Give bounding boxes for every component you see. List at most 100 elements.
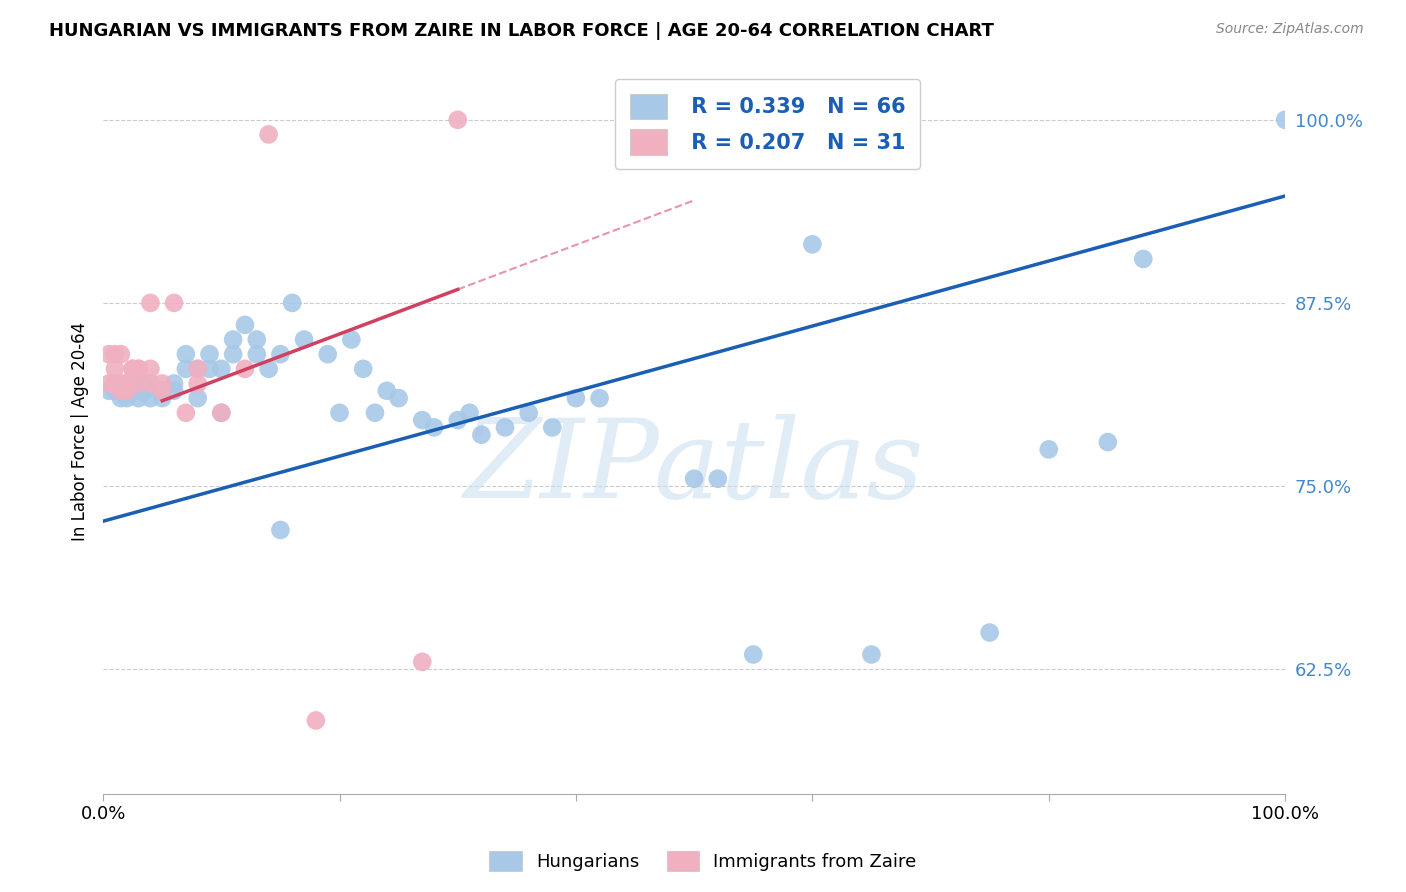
Point <box>375 384 398 398</box>
Point <box>174 406 197 420</box>
Point <box>541 420 564 434</box>
Point <box>979 625 1001 640</box>
Point <box>209 406 232 420</box>
Point <box>860 648 883 662</box>
Legend: Hungarians, Immigrants from Zaire: Hungarians, Immigrants from Zaire <box>482 844 924 879</box>
Point <box>128 376 150 391</box>
Point <box>222 333 245 347</box>
Point <box>257 128 280 142</box>
Point <box>269 523 291 537</box>
Point <box>222 347 245 361</box>
Point <box>139 376 162 391</box>
Point <box>801 237 824 252</box>
Point <box>187 376 209 391</box>
Point <box>128 376 150 391</box>
Point <box>134 384 156 398</box>
Point <box>447 112 470 127</box>
Point <box>187 361 209 376</box>
Point <box>198 361 221 376</box>
Point <box>565 391 588 405</box>
Point <box>110 376 132 391</box>
Point <box>104 376 127 391</box>
Point <box>388 391 411 405</box>
Point <box>209 406 232 420</box>
Point <box>707 472 730 486</box>
Point <box>104 361 127 376</box>
Point <box>115 376 138 391</box>
Point <box>198 347 221 361</box>
Point <box>742 648 765 662</box>
Point <box>121 361 143 376</box>
Point <box>104 347 127 361</box>
Point <box>139 361 162 376</box>
Point <box>588 391 610 405</box>
Point <box>305 714 328 728</box>
Point <box>494 420 516 434</box>
Point <box>150 391 173 405</box>
Point <box>115 376 138 391</box>
Point <box>121 384 143 398</box>
Point <box>411 413 433 427</box>
Point <box>1097 435 1119 450</box>
Point <box>128 361 150 376</box>
Point <box>110 384 132 398</box>
Point <box>340 333 363 347</box>
Point <box>447 413 470 427</box>
Point <box>115 384 138 398</box>
Y-axis label: In Labor Force | Age 20-64: In Labor Force | Age 20-64 <box>72 321 89 541</box>
Point <box>121 376 143 391</box>
Point <box>233 318 256 332</box>
Point <box>110 391 132 405</box>
Point <box>233 361 256 376</box>
Point <box>411 655 433 669</box>
Point <box>352 361 374 376</box>
Point <box>1274 112 1296 127</box>
Point <box>316 347 339 361</box>
Point <box>1132 252 1154 266</box>
Point <box>104 384 127 398</box>
Point <box>187 361 209 376</box>
Point <box>128 391 150 405</box>
Point <box>139 376 162 391</box>
Point <box>209 361 232 376</box>
Point <box>110 347 132 361</box>
Point <box>517 406 540 420</box>
Point <box>110 384 132 398</box>
Point <box>187 391 209 405</box>
Point <box>281 296 304 310</box>
Point <box>174 347 197 361</box>
Point <box>115 391 138 405</box>
Point <box>246 333 269 347</box>
Point <box>1038 442 1060 457</box>
Text: Source: ZipAtlas.com: Source: ZipAtlas.com <box>1216 22 1364 37</box>
Point <box>139 296 162 310</box>
Point <box>139 391 162 405</box>
Point <box>246 347 269 361</box>
Point <box>115 376 138 391</box>
Point <box>98 384 121 398</box>
Point <box>364 406 387 420</box>
Point <box>150 384 173 398</box>
Point <box>163 376 186 391</box>
Point <box>134 384 156 398</box>
Point <box>150 384 173 398</box>
Point <box>150 376 173 391</box>
Point <box>115 384 138 398</box>
Point <box>128 384 150 398</box>
Point <box>257 361 280 376</box>
Point <box>269 347 291 361</box>
Point <box>98 347 121 361</box>
Point <box>104 376 127 391</box>
Point <box>683 472 706 486</box>
Point <box>470 427 492 442</box>
Legend:  R = 0.339   N = 66,  R = 0.207   N = 31: R = 0.339 N = 66, R = 0.207 N = 31 <box>616 78 920 169</box>
Point <box>328 406 350 420</box>
Point <box>292 333 315 347</box>
Point <box>163 296 186 310</box>
Text: HUNGARIAN VS IMMIGRANTS FROM ZAIRE IN LABOR FORCE | AGE 20-64 CORRELATION CHART: HUNGARIAN VS IMMIGRANTS FROM ZAIRE IN LA… <box>49 22 994 40</box>
Point <box>98 376 121 391</box>
Point <box>458 406 481 420</box>
Point <box>174 361 197 376</box>
Point <box>423 420 446 434</box>
Point <box>121 361 143 376</box>
